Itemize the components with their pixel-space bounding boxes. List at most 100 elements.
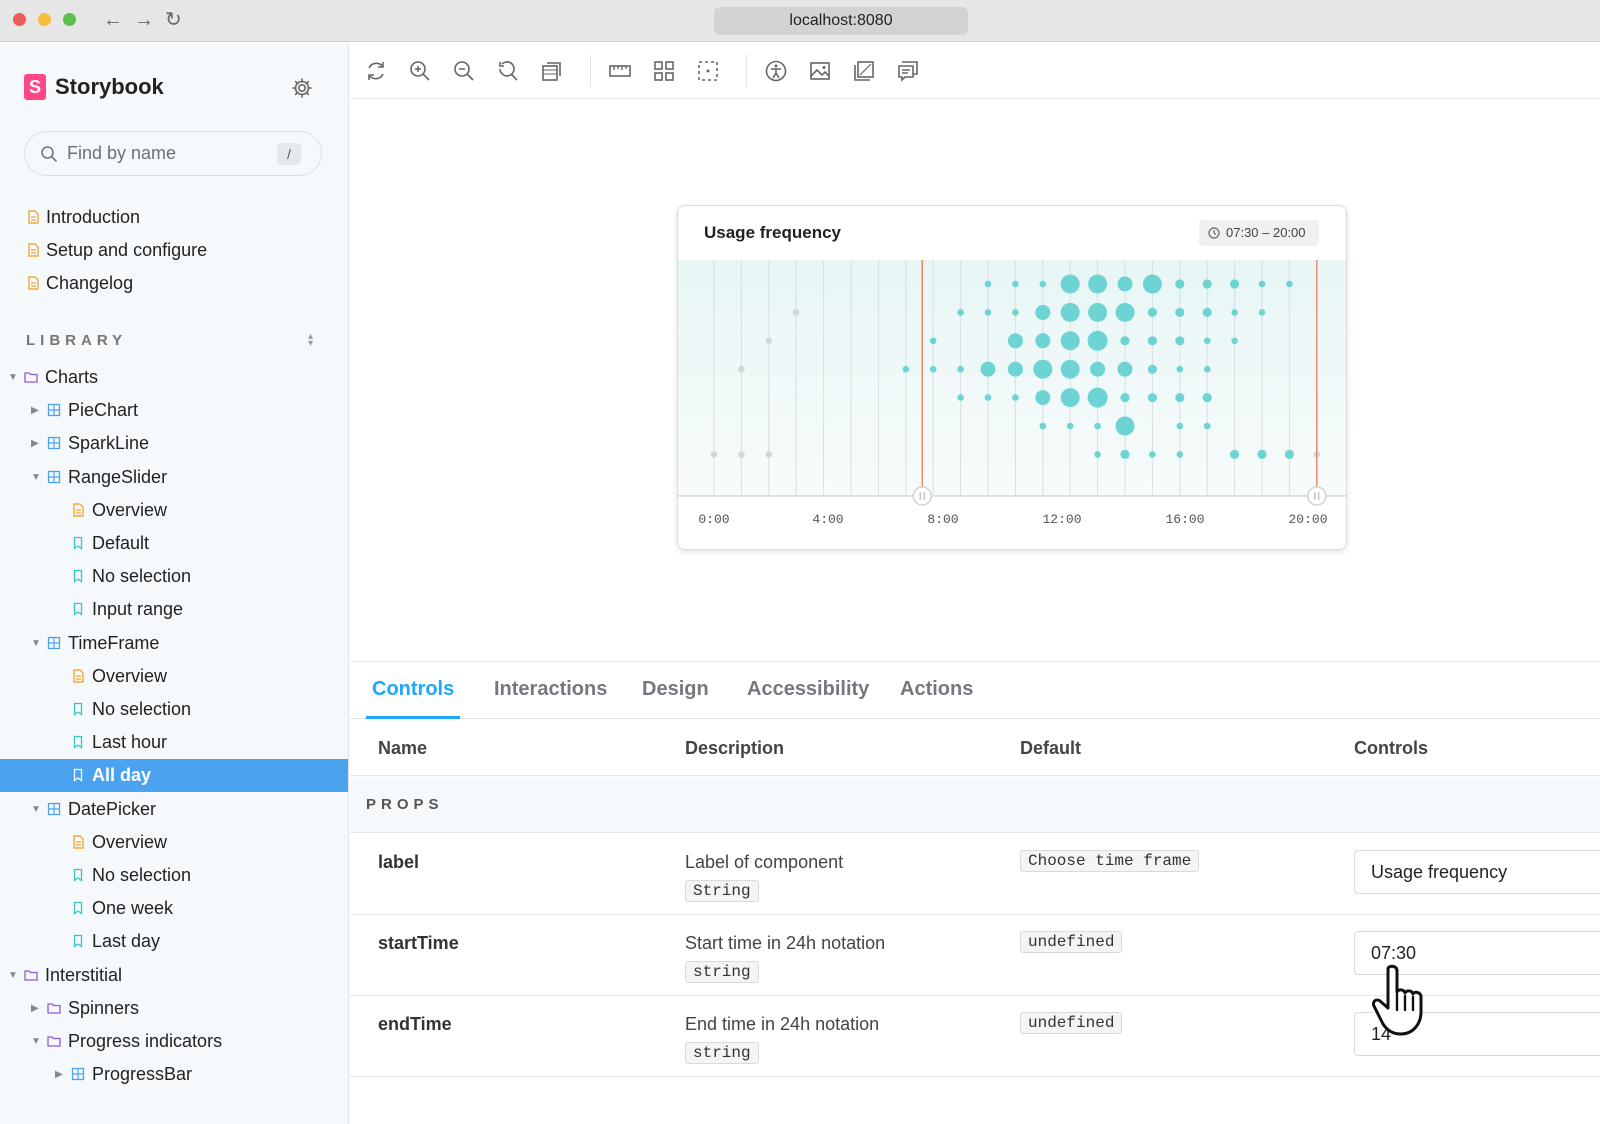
- tree-item-label: Spinners: [68, 997, 140, 1018]
- chart-point: [1088, 274, 1108, 294]
- background-icon[interactable]: [540, 59, 564, 83]
- chart-point: [1284, 449, 1294, 459]
- chart-point: [984, 280, 992, 288]
- tree-item-folder[interactable]: ▶ Spinners: [0, 992, 348, 1025]
- chevron-right-icon[interactable]: ▶: [31, 1002, 39, 1014]
- reload-page-icon[interactable]: ↻: [165, 9, 182, 31]
- tab-design[interactable]: Design: [642, 678, 709, 700]
- chart-point: [957, 365, 964, 373]
- tree-item-story[interactable]: Last day: [0, 925, 348, 958]
- chart-point: [1120, 449, 1130, 459]
- chevron-right-icon[interactable]: ▶: [31, 405, 39, 417]
- document-icon: [28, 243, 39, 257]
- selection-start-handle[interactable]: [912, 486, 932, 506]
- tree-item-folder[interactable]: ▼ Charts: [0, 361, 348, 394]
- tree-item-story[interactable]: Last hour: [0, 726, 348, 759]
- tab-interactions[interactable]: Interactions: [494, 678, 608, 700]
- chart-point: [1175, 279, 1185, 289]
- tree-item-component[interactable]: ▶ PieChart: [0, 394, 348, 427]
- arg-control-input[interactable]: [1354, 850, 1600, 894]
- bookmark-icon: [73, 935, 83, 949]
- maximize-window-button[interactable]: [63, 13, 76, 26]
- chevron-down-icon[interactable]: ▼: [31, 471, 41, 483]
- bookmark-icon: [73, 603, 83, 617]
- x-tick-label: 20:00: [1288, 512, 1327, 527]
- chart-point: [1147, 307, 1157, 317]
- chart-point: [1202, 307, 1212, 317]
- chart-point: [1257, 449, 1267, 459]
- tab-accessibility[interactable]: Accessibility: [747, 678, 870, 700]
- tree-item-story[interactable]: No selection: [0, 693, 348, 726]
- time-range-badge[interactable]: 07:30 – 20:00: [1199, 220, 1319, 246]
- chevron-down-icon[interactable]: ▼: [8, 372, 18, 383]
- layers-icon[interactable]: [852, 59, 876, 83]
- collapse-all-icon[interactable]: ▴ ▾: [308, 331, 314, 349]
- tab-controls[interactable]: Controls: [366, 662, 461, 719]
- tab-actions[interactable]: Actions: [900, 678, 974, 700]
- tree-item-component[interactable]: ▼ RangeSlider: [0, 461, 348, 494]
- folder-icon: [47, 1036, 61, 1047]
- zoom-reset-icon[interactable]: [496, 59, 520, 83]
- image-icon[interactable]: [808, 59, 832, 83]
- document-icon: [73, 669, 84, 683]
- accessibility-icon[interactable]: [764, 59, 788, 83]
- x-tick-label: 8:00: [927, 512, 958, 527]
- arg-default: undefined: [1020, 1012, 1123, 1034]
- back-arrow-icon[interactable]: ←: [103, 9, 123, 31]
- docs-item[interactable]: Introduction: [0, 201, 348, 234]
- chevron-down-icon[interactable]: ▼: [31, 637, 41, 649]
- tree-item-component[interactable]: ▼ TimeFrame: [0, 627, 348, 660]
- tree-item-doc[interactable]: Overview: [0, 826, 348, 859]
- docs-item[interactable]: Changelog: [0, 267, 348, 300]
- props-section-header[interactable]: PROPS: [350, 777, 1600, 833]
- tree-item-label: Overview: [92, 499, 168, 520]
- arg-name: startTime: [378, 933, 459, 953]
- bookmark-icon: [73, 868, 83, 882]
- tree-item-doc[interactable]: Overview: [0, 494, 348, 527]
- tree-item-component[interactable]: ▶ ProgressBar: [0, 1058, 348, 1091]
- forward-arrow-icon[interactable]: →: [134, 9, 154, 31]
- tree-item-folder[interactable]: ▼ Progress indicators: [0, 1025, 348, 1058]
- minimize-window-button[interactable]: [38, 13, 51, 26]
- search-input[interactable]: Find by name /: [24, 131, 322, 176]
- chevron-down-icon[interactable]: ▼: [31, 803, 41, 815]
- selection-end-handle[interactable]: [1307, 486, 1327, 506]
- column-name: Name: [378, 738, 428, 758]
- tree-item-label: Overview: [92, 665, 168, 686]
- zoom-out-icon[interactable]: [452, 59, 476, 83]
- tree-item-component[interactable]: ▶ SparkLine: [0, 427, 348, 460]
- tree-item-story[interactable]: Input range: [0, 593, 348, 626]
- zoom-in-icon[interactable]: [408, 59, 432, 83]
- chevron-right-icon[interactable]: ▶: [55, 1069, 63, 1081]
- tree-item-story[interactable]: No selection: [0, 859, 348, 892]
- brand-name[interactable]: Storybook: [55, 74, 164, 99]
- chevron-down-icon[interactable]: ▼: [8, 969, 18, 981]
- tree-item-story[interactable]: Default: [0, 527, 348, 560]
- chart-point: [765, 337, 773, 345]
- docs-item-label: Introduction: [46, 207, 141, 227]
- address-bar[interactable]: localhost:8080: [714, 7, 968, 35]
- tree-item-story[interactable]: All day: [0, 759, 348, 793]
- chevron-down-icon[interactable]: ▼: [31, 1036, 41, 1047]
- tree-item-folder[interactable]: ▼ Interstitial: [0, 959, 348, 992]
- ruler-icon[interactable]: [608, 59, 632, 83]
- tree-item-doc[interactable]: Overview: [0, 660, 348, 693]
- chevron-right-icon[interactable]: ▶: [31, 438, 39, 450]
- tree-item-label: Charts: [45, 367, 99, 387]
- reload-icon[interactable]: [364, 59, 388, 83]
- arg-row: label Label of component String Choose time…: [350, 834, 1600, 915]
- arg-description: Label of component: [685, 852, 844, 872]
- comment-icon[interactable]: [896, 59, 920, 83]
- grid-icon[interactable]: [652, 59, 676, 83]
- gear-icon[interactable]: [290, 76, 314, 100]
- tree-item-story[interactable]: One week: [0, 892, 348, 925]
- close-window-button[interactable]: [13, 13, 26, 26]
- docs-item[interactable]: Setup and configure: [0, 234, 348, 267]
- chart-point: [1258, 309, 1266, 316]
- tree-item-component[interactable]: ▼ DatePicker: [0, 793, 348, 826]
- chart-point: [980, 361, 996, 377]
- outline-icon[interactable]: [696, 59, 720, 83]
- tree-item-story[interactable]: No selection: [0, 560, 348, 593]
- hand-pointer-icon: [1372, 964, 1423, 1036]
- chart-point: [1202, 279, 1212, 289]
